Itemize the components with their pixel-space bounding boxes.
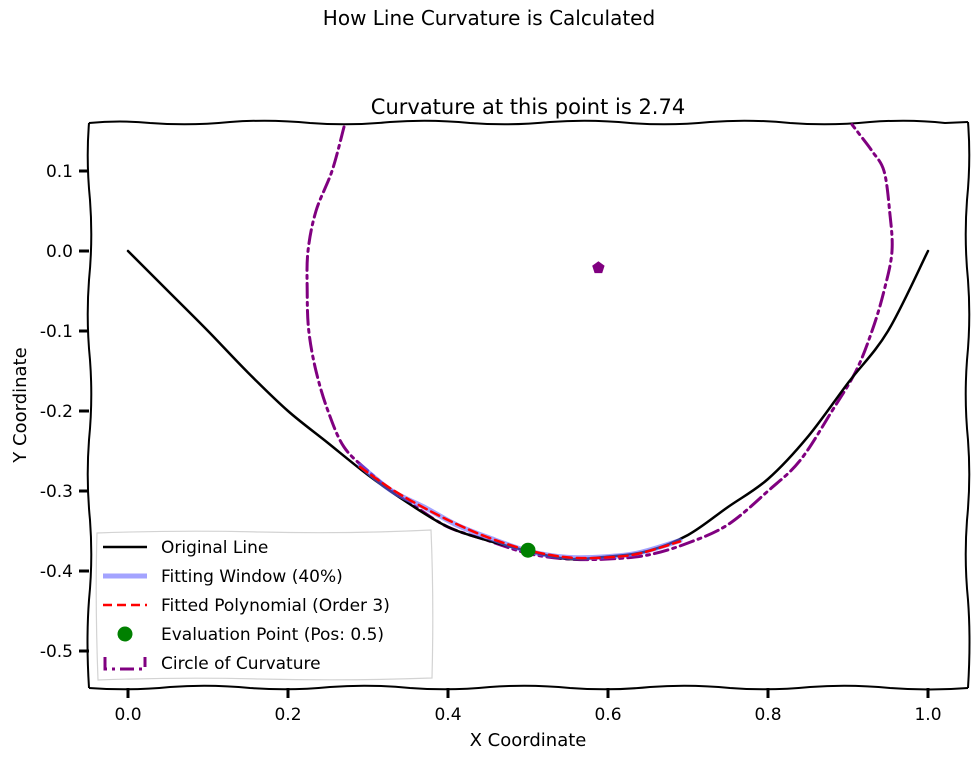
- y-tick-label-5: -0.4: [40, 562, 73, 582]
- plot-frame-right: [964, 121, 971, 689]
- plot-frame-bottom: [88, 684, 969, 691]
- y-tick-label-3: -0.2: [40, 402, 73, 422]
- y-tick-label-2: -0.1: [40, 322, 73, 342]
- legend-swatch-4: [103, 657, 147, 671]
- x-tick-label-3: 0.6: [594, 705, 621, 725]
- x-tick-label-2: 0.4: [434, 705, 461, 725]
- curvature-center-marker: [592, 261, 605, 274]
- x-tick-label-4: 0.8: [754, 705, 781, 725]
- chart-title: Curvature at this point is 2.74: [371, 95, 685, 119]
- series-layer: [126, 123, 930, 562]
- legend-items: Original Line Fitting Window (40%) Fitted …: [103, 538, 390, 674]
- x-tick-label-0: 0.0: [114, 705, 141, 725]
- y-tick-label-1: 0.0: [46, 242, 73, 262]
- x-tick-label-5: 1.0: [914, 705, 941, 725]
- plot-frame-left: [86, 122, 93, 689]
- y-tick-label-4: -0.3: [40, 482, 73, 502]
- series-2-line: [358, 465, 682, 560]
- legend-label-0: Original Line: [161, 538, 268, 558]
- legend-label-3: Evaluation Point (Pos: 0.5): [161, 625, 384, 645]
- legend: Original Line Fitting Window (40%) Fitted …: [95, 529, 434, 681]
- figure-suptitle: How Line Curvature is Calculated: [323, 6, 655, 30]
- plot-frame-top: [88, 119, 969, 126]
- legend-frame: [95, 529, 434, 681]
- evaluation-point-marker: [520, 542, 536, 558]
- x-tick-label-1: 0.2: [274, 705, 301, 725]
- x-axis-label: X Coordinate: [470, 730, 587, 751]
- y-tick-label-0: 0.1: [46, 162, 73, 182]
- plot-area: 0.0 0.2 0.4 0.6 0.8 1.0 0.1 0.0 -0.1 -0.2 -0.3 -0.4…: [40, 119, 971, 725]
- legend-swatch-3: [117, 626, 133, 642]
- axis-ticks: 0.0 0.2 0.4 0.6 0.8 1.0 0.1 0.0 -0.1 -0.2 -0.3 -0.4…: [40, 162, 942, 725]
- y-tick-label-6: -0.5: [40, 642, 73, 662]
- legend-label-1: Fitting Window (40%): [161, 567, 343, 587]
- legend-label-4: Circle of Curvature: [161, 654, 321, 674]
- y-axis-label: Y Coordinate: [10, 347, 31, 463]
- legend-label-2: Fitted Polynomial (Order 3): [161, 596, 390, 616]
